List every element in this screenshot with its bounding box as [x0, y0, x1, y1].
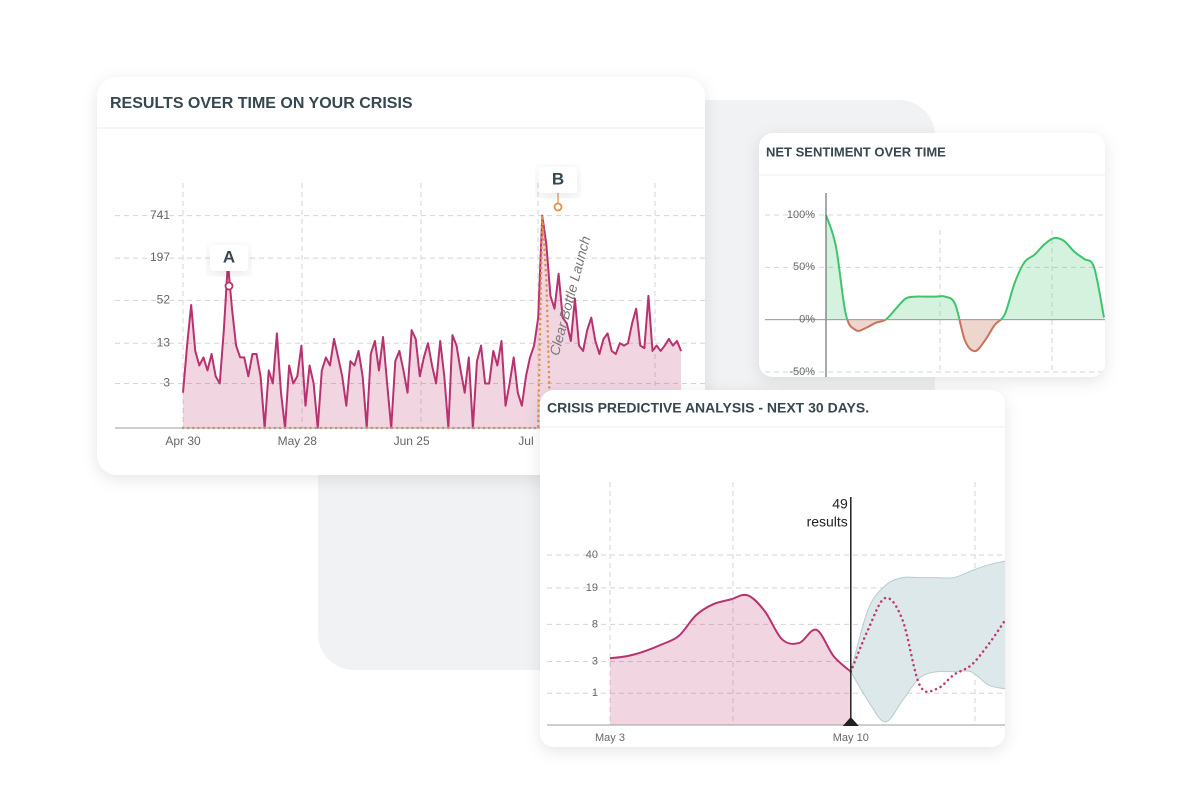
- marker-label: results: [807, 514, 848, 530]
- annotation-point: [553, 202, 563, 212]
- x-tick-label: May 28: [278, 434, 318, 448]
- card: NET SENTIMENT OVER TIME -50% 0% 50% 100%: [759, 133, 1105, 378]
- x-tick-label: May 10: [833, 732, 869, 744]
- x-tick-label: Apr 30: [165, 434, 201, 448]
- y-tick-label: 100%: [787, 209, 815, 221]
- annotation-bubble: [210, 245, 248, 271]
- card-title: CRISIS PREDICTIVE ANALYSIS - NEXT 30 DAY…: [547, 400, 869, 416]
- area-fill: [183, 215, 682, 428]
- card: CRISIS PREDICTIVE ANALYSIS - NEXT 30 DAY…: [540, 390, 1005, 747]
- y-tick-label: 19: [586, 582, 598, 594]
- y-tick-label: 197: [150, 250, 170, 264]
- forecast-band: [850, 560, 1005, 723]
- line: [849, 596, 1005, 694]
- y-tick-label: 0%: [799, 314, 815, 326]
- line: [609, 593, 852, 673]
- y-tick-label: 3: [592, 655, 598, 667]
- y-tick-label: 50%: [793, 261, 815, 273]
- y-tick-label: 40: [586, 549, 598, 561]
- annotation-label: A: [223, 247, 235, 266]
- x-tick-label: Jun 25: [394, 434, 430, 448]
- area-fill: [610, 594, 851, 725]
- annotation-point: [224, 281, 234, 291]
- x-tick-label: May 3: [595, 732, 625, 744]
- y-tick-label: 13: [157, 335, 171, 349]
- plot: [547, 482, 1005, 726]
- y-tick-label: 52: [157, 293, 171, 307]
- card-title: RESULTS OVER TIME ON YOUR CRISIS: [110, 95, 413, 112]
- line: [182, 214, 683, 429]
- annotation-bubble: [539, 167, 577, 193]
- y-tick-label: 3: [163, 376, 170, 390]
- x-tick-label: Jul: [518, 434, 533, 448]
- area-fill: [826, 215, 1104, 320]
- line: [825, 319, 1105, 353]
- line: [825, 214, 1105, 320]
- y-tick-label: -50%: [789, 366, 815, 378]
- y-tick-label: 1: [592, 687, 598, 699]
- annotation-label: B: [552, 169, 564, 188]
- card-title: NET SENTIMENT OVER TIME: [766, 144, 946, 159]
- y-tick-label: 8: [592, 618, 598, 630]
- plot: [765, 193, 1105, 377]
- marker-triangle: [842, 717, 859, 726]
- marker-value: 49: [832, 496, 848, 512]
- y-tick-label: 741: [150, 208, 170, 222]
